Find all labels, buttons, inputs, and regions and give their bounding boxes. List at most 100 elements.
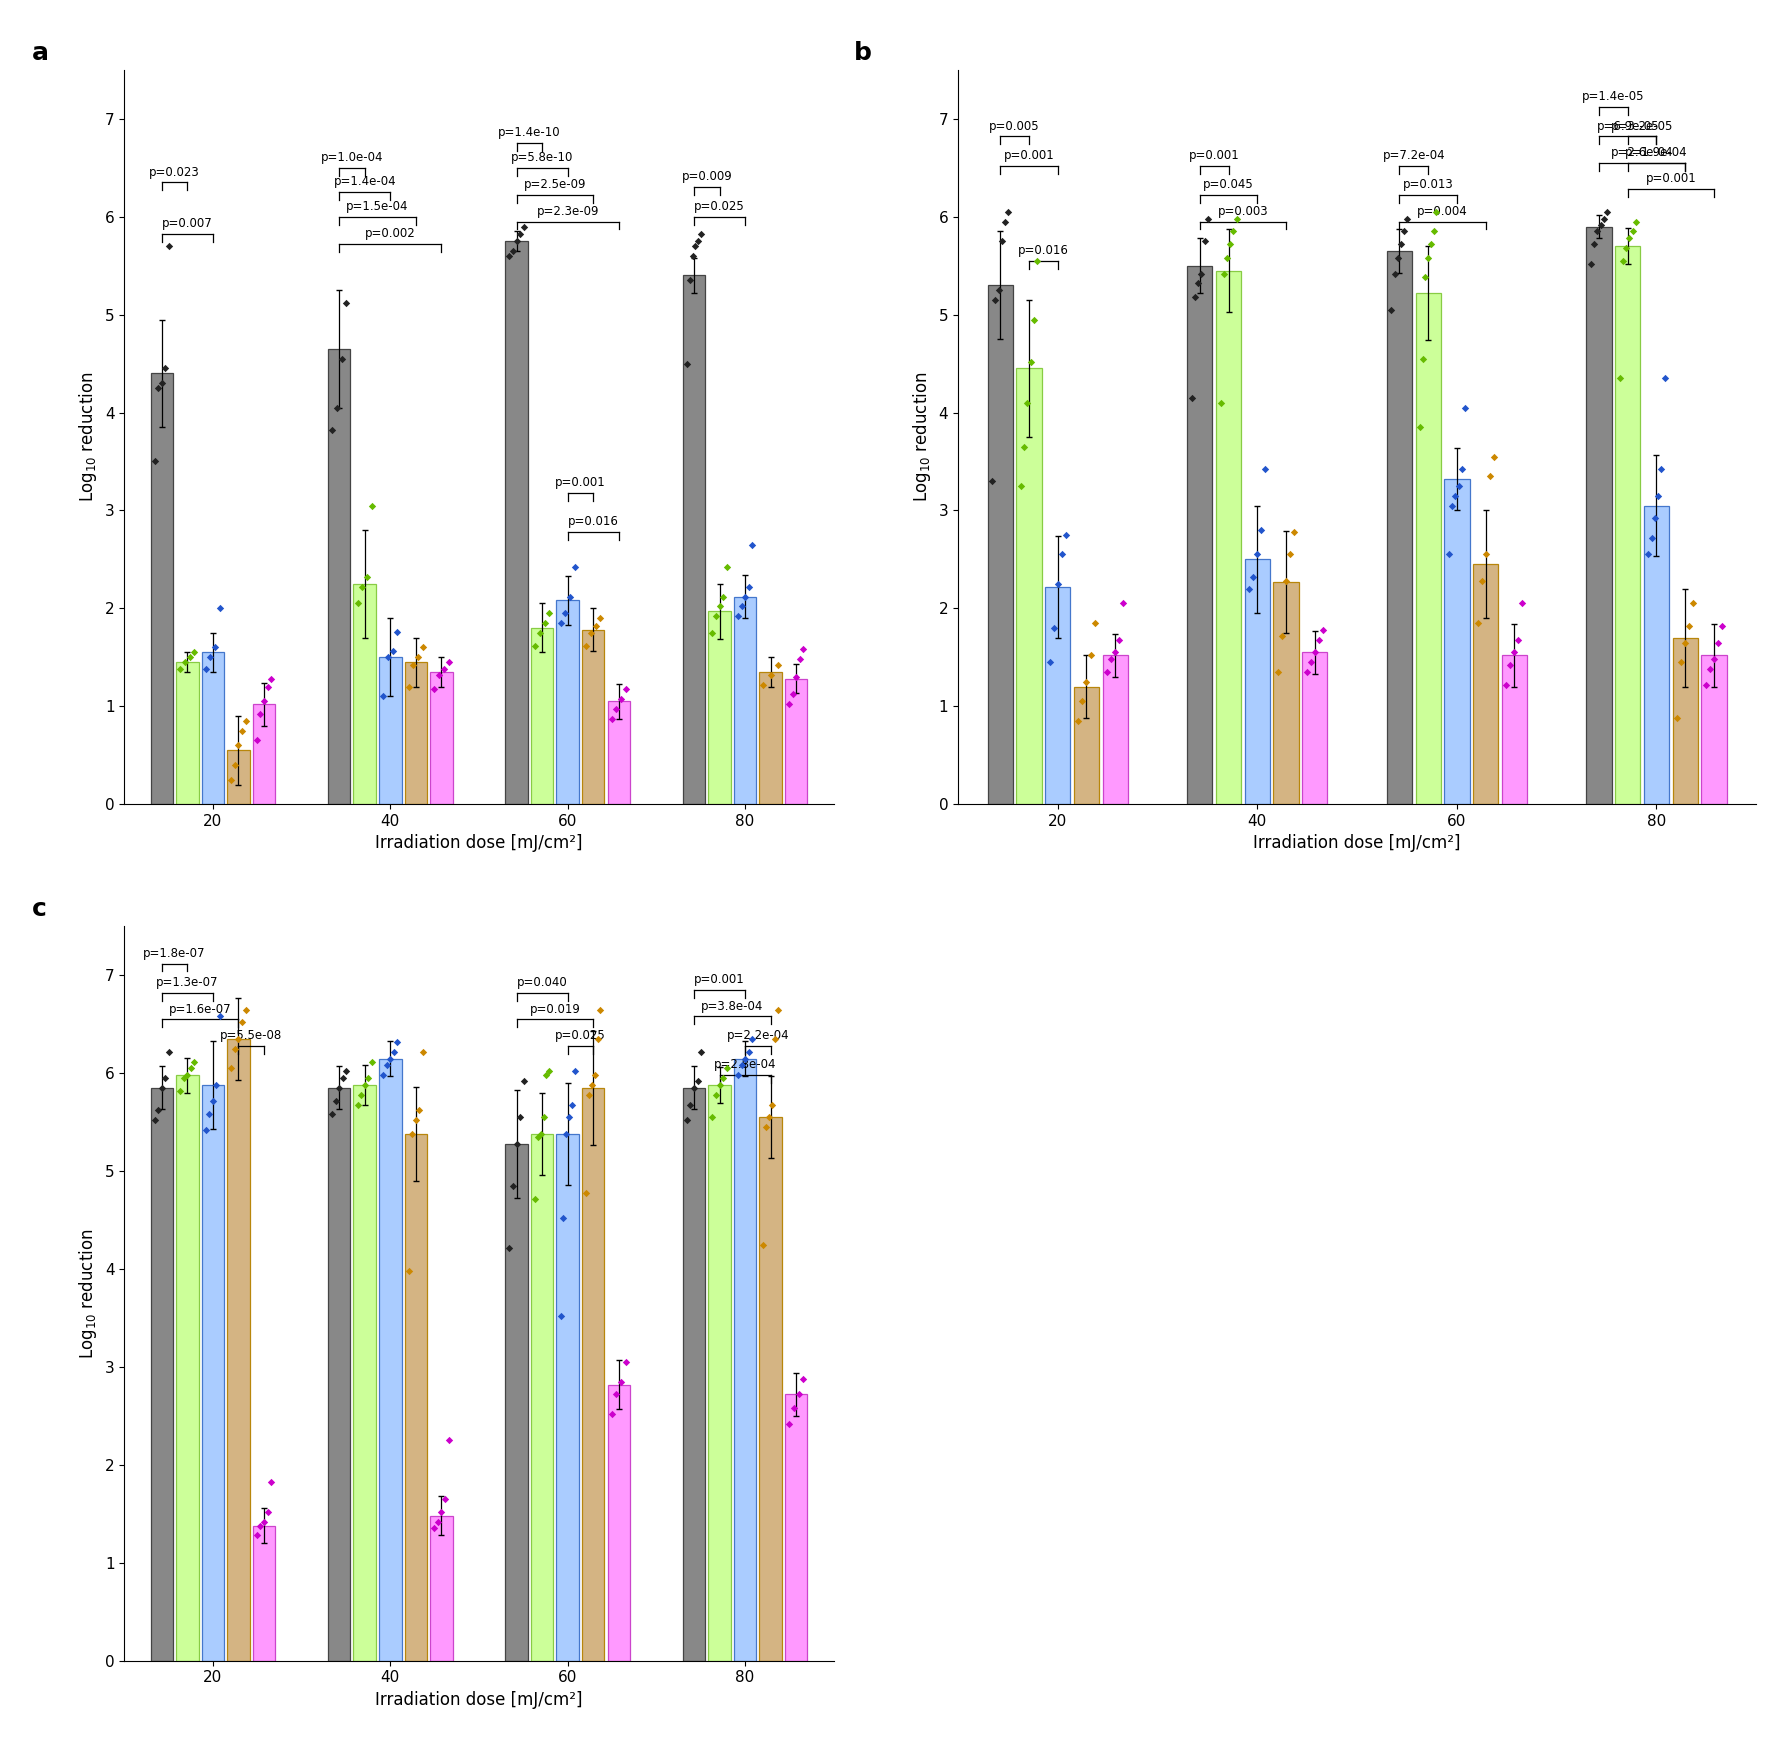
Bar bbox=[176, 662, 199, 804]
Point bbox=[676, 1091, 704, 1119]
Point bbox=[254, 673, 282, 701]
Point bbox=[151, 1065, 179, 1092]
Point bbox=[502, 227, 530, 255]
Point bbox=[1470, 540, 1498, 568]
Point bbox=[560, 552, 589, 580]
Text: p=1.4e-10: p=1.4e-10 bbox=[498, 126, 560, 140]
Text: p=2.5e-09: p=2.5e-09 bbox=[523, 178, 585, 191]
Point bbox=[1300, 638, 1328, 666]
Point bbox=[408, 1038, 436, 1066]
Point bbox=[397, 1120, 426, 1148]
Bar bbox=[988, 285, 1012, 804]
Point bbox=[1096, 645, 1124, 673]
Point bbox=[560, 1058, 589, 1086]
Point bbox=[420, 1514, 449, 1542]
Text: p=0.001: p=0.001 bbox=[1188, 149, 1239, 163]
Point bbox=[684, 227, 713, 255]
Point bbox=[1238, 563, 1266, 591]
Point bbox=[706, 1072, 734, 1099]
Bar bbox=[734, 596, 755, 804]
Point bbox=[195, 1101, 223, 1129]
Point bbox=[434, 1426, 463, 1454]
Text: p=0.045: p=0.045 bbox=[1202, 178, 1254, 191]
Bar bbox=[1186, 266, 1211, 804]
Point bbox=[525, 619, 553, 647]
Point bbox=[1450, 393, 1479, 421]
Text: p=0.019: p=0.019 bbox=[528, 1003, 580, 1016]
Point bbox=[546, 608, 574, 636]
Bar bbox=[784, 1395, 807, 1661]
Point bbox=[550, 1204, 578, 1232]
Bar bbox=[1502, 656, 1527, 804]
Point bbox=[681, 232, 709, 260]
Point bbox=[576, 619, 605, 647]
Point bbox=[713, 552, 741, 580]
Point bbox=[1613, 224, 1642, 252]
Point bbox=[528, 1103, 557, 1131]
Point bbox=[254, 1498, 282, 1526]
Text: b: b bbox=[855, 40, 872, 65]
Text: p=1.8e-07: p=1.8e-07 bbox=[144, 947, 206, 960]
Y-axis label: Log$_{10}$ reduction: Log$_{10}$ reduction bbox=[910, 372, 933, 502]
Point bbox=[181, 638, 209, 666]
Point bbox=[988, 227, 1016, 255]
Point bbox=[702, 601, 730, 629]
Point bbox=[1243, 540, 1271, 568]
Bar bbox=[1273, 582, 1298, 804]
Point bbox=[429, 656, 457, 683]
Text: p=0.025: p=0.025 bbox=[555, 1030, 606, 1042]
Point bbox=[502, 1129, 530, 1157]
Point bbox=[1707, 612, 1736, 640]
Point bbox=[358, 1047, 387, 1075]
Point bbox=[369, 1061, 397, 1089]
Text: p=0.016: p=0.016 bbox=[567, 516, 619, 528]
Point bbox=[1440, 482, 1468, 510]
Point bbox=[181, 1047, 209, 1075]
Bar bbox=[429, 1516, 452, 1661]
Text: p=0.001: p=0.001 bbox=[693, 974, 745, 986]
Point bbox=[748, 671, 777, 699]
Point bbox=[699, 619, 727, 647]
Point bbox=[200, 633, 229, 661]
Point bbox=[583, 1024, 612, 1052]
Point bbox=[1007, 472, 1035, 500]
Point bbox=[1702, 629, 1730, 657]
Point bbox=[1438, 491, 1466, 519]
Point bbox=[1193, 205, 1222, 232]
Point bbox=[424, 1507, 452, 1535]
Point bbox=[174, 1061, 202, 1089]
Point bbox=[1633, 540, 1661, 568]
Bar bbox=[1103, 656, 1128, 804]
Point bbox=[372, 1052, 401, 1080]
Point bbox=[734, 573, 762, 601]
Point bbox=[1390, 217, 1418, 245]
Point bbox=[580, 1061, 608, 1089]
Point bbox=[672, 350, 700, 378]
Point bbox=[243, 1521, 271, 1549]
Bar bbox=[1415, 294, 1440, 804]
Text: p=0.001: p=0.001 bbox=[1004, 149, 1053, 163]
Point bbox=[1417, 231, 1445, 259]
Point bbox=[1434, 540, 1463, 568]
Text: p=1.4e-04: p=1.4e-04 bbox=[333, 175, 395, 189]
Point bbox=[535, 600, 564, 628]
Point bbox=[323, 393, 351, 421]
Point bbox=[197, 643, 225, 671]
Point bbox=[328, 344, 356, 372]
Bar bbox=[1443, 479, 1468, 804]
Point bbox=[1275, 540, 1303, 568]
Bar bbox=[176, 1075, 199, 1661]
Point bbox=[1392, 205, 1420, 232]
Point bbox=[598, 1400, 626, 1428]
Point bbox=[1636, 524, 1665, 552]
Text: p=2.2e-04: p=2.2e-04 bbox=[727, 1030, 789, 1042]
Point bbox=[1479, 442, 1507, 470]
Bar bbox=[707, 612, 730, 804]
Bar bbox=[606, 701, 629, 804]
Point bbox=[191, 1115, 220, 1143]
Point bbox=[394, 673, 422, 701]
Point bbox=[1677, 589, 1706, 617]
Text: p=1.0e-04: p=1.0e-04 bbox=[321, 150, 383, 164]
Point bbox=[1695, 656, 1723, 683]
Point bbox=[220, 752, 248, 780]
